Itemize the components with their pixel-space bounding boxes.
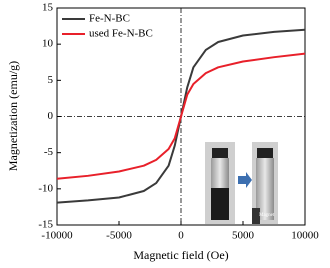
x-tick-label: -5000 <box>106 230 132 242</box>
x-tick-label: 0 <box>178 230 184 242</box>
x-tick-label: -10000 <box>41 230 73 242</box>
inset-photo: Magnet <box>205 142 278 224</box>
x-tick-label: 5000 <box>232 230 255 242</box>
x-axis-label: Magnetic field (Oe) <box>133 248 228 262</box>
y-tick-label: 5 <box>48 74 54 86</box>
y-tick-label: -15 <box>38 219 53 231</box>
legend-label: used Fe-N-BC <box>89 28 153 40</box>
y-tick-label: 10 <box>42 38 54 50</box>
y-tick-label: 15 <box>42 2 54 14</box>
y-axis-label: Magnetization (emu/g) <box>6 61 20 171</box>
y-tick-label: -10 <box>38 182 53 194</box>
inset-label: Magnet <box>259 213 275 218</box>
y-tick-label: -5 <box>44 146 54 158</box>
series-line <box>56 52 306 180</box>
legend-label: Fe-N-BC <box>89 13 130 25</box>
x-tick-label: 10000 <box>291 230 319 242</box>
y-tick-label: 0 <box>48 110 54 122</box>
